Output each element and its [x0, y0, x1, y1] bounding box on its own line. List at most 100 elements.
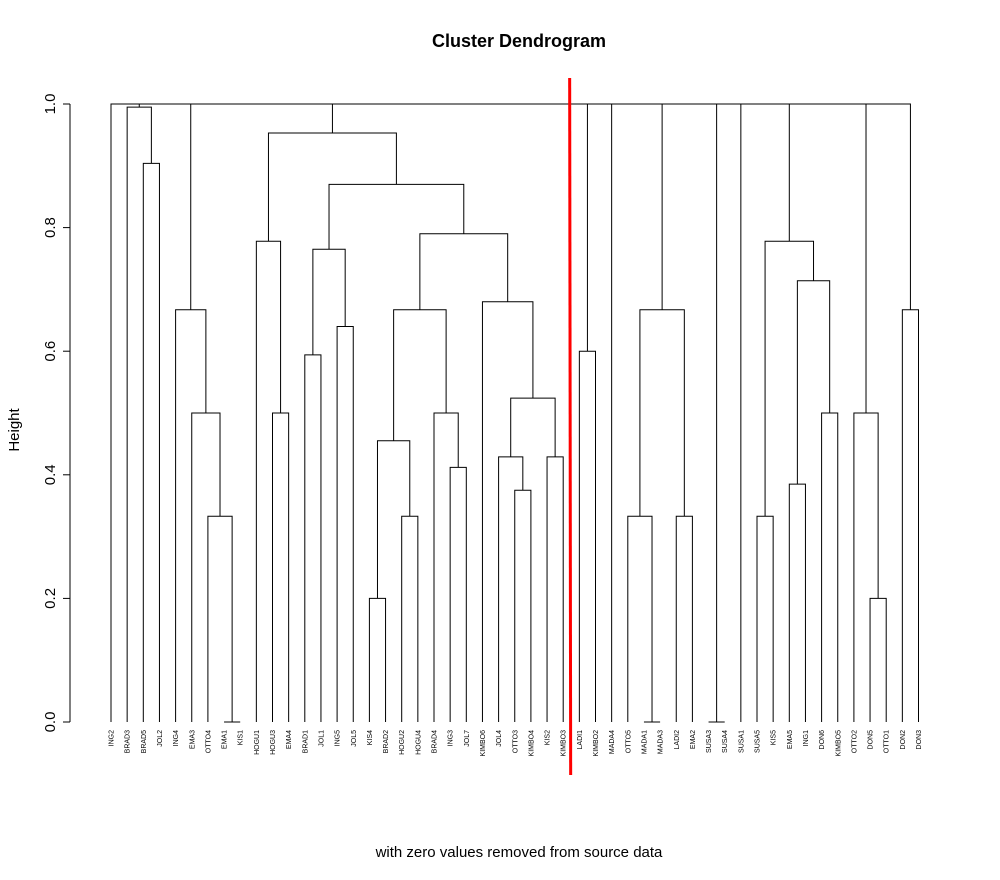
leaf-label: ING3	[448, 730, 455, 746]
dendrogram-link	[764, 240, 815, 517]
leaf-label: BRAD4	[432, 730, 439, 753]
dendrogram-link	[901, 309, 919, 722]
y-tick-label: 0.0	[42, 712, 59, 733]
leaf-label: OTTO1	[884, 730, 891, 753]
leaf-label: JOL4	[496, 730, 503, 747]
dendrogram-link	[788, 483, 806, 722]
dendrogram-link	[267, 132, 397, 242]
dendrogram-link	[157, 103, 333, 134]
dendrogram-link	[272, 412, 290, 722]
leaf-label: SUSA3	[706, 730, 713, 753]
dendrogram-link	[756, 515, 774, 722]
leaf-label: ING1	[803, 730, 810, 746]
leaf-label: KIMBO2	[593, 730, 600, 757]
leaf-label: KIS1	[238, 730, 245, 745]
leaf-label: EMA3	[189, 730, 196, 749]
dendrogram-link	[853, 412, 879, 722]
leaf-label: SUSA4	[722, 730, 729, 753]
leaf-label: KIMBO5	[835, 730, 842, 757]
dendrogram-link	[639, 309, 685, 517]
chart-title: Cluster Dendrogram	[432, 31, 606, 51]
leaf-label: JOL5	[351, 730, 358, 747]
dendrogram-link	[304, 354, 322, 722]
dendrogram-link	[513, 103, 663, 310]
leaf-label: ING2	[109, 730, 116, 746]
leaf-label: BRAD3	[125, 730, 132, 753]
dendrogram-link	[110, 103, 140, 722]
leaf-label: EMA2	[690, 730, 697, 749]
leaf-label: EMA5	[787, 730, 794, 749]
dendrogram-link	[865, 103, 911, 413]
y-tick-label: 0.4	[42, 464, 59, 485]
dendrogram-link	[207, 515, 233, 722]
dendrogram-link	[433, 412, 459, 722]
leaf-label: BRAD5	[141, 730, 148, 753]
y-tick-label: 0.6	[42, 341, 59, 362]
dendrogram-link	[696, 103, 790, 242]
dendrogram-link	[514, 489, 532, 722]
leaf-label: MADA4	[609, 730, 616, 754]
dendrogram-link	[328, 183, 465, 250]
leaf-label: JOL7	[464, 730, 471, 747]
leaf-label: LADI1	[577, 730, 584, 750]
leaf-label: KIMBO4	[528, 730, 535, 757]
leaf-label: SUSA1	[738, 730, 745, 753]
leaf-label: LADI2	[674, 730, 681, 750]
leaf-label: OTTO3	[512, 730, 519, 753]
dendrogram-link	[368, 597, 387, 722]
leaf-label: DON3	[916, 730, 923, 750]
y-axis-label: Height	[6, 407, 23, 451]
leaf-label: KIS4	[367, 730, 374, 745]
cut-line-layer	[568, 77, 573, 776]
dendrogram-link	[125, 103, 192, 310]
leaf-label: ING5	[335, 730, 342, 746]
dendrogram-link	[821, 412, 839, 722]
leaf-label: HOGU2	[399, 730, 406, 755]
leaf-label: ING4	[173, 730, 180, 746]
leaf-label: DON2	[900, 730, 907, 750]
dendrogram-link	[627, 515, 653, 722]
leaf-label: KIMBO6	[480, 730, 487, 757]
leaf-label: KIMBO3	[561, 730, 568, 757]
dendrogram-link	[401, 515, 419, 722]
dendrogram-link	[578, 350, 596, 722]
dendrogram-link	[191, 412, 221, 722]
leaf-label: EMA1	[222, 730, 229, 749]
dendrogram-link	[142, 162, 160, 722]
y-axis: 0.0 0.2 0.4 0.6 0.8 1.0	[42, 94, 71, 733]
dendrogram-link	[245, 103, 588, 352]
y-tick-label: 0.2	[42, 588, 59, 609]
leaf-label: JOL2	[157, 730, 164, 747]
y-tick-label: 0.8	[42, 217, 59, 238]
dendrogram-link	[510, 397, 556, 457]
dendrogram-link	[546, 456, 564, 722]
dendrogram-link	[675, 515, 693, 722]
leaf-label: KIS2	[545, 730, 552, 745]
leaf-label: HOGU3	[270, 730, 277, 755]
dendrogram-link	[255, 240, 282, 722]
leaf-label: DON6	[819, 730, 826, 750]
cut-line	[568, 77, 573, 776]
leaf-label: EMA4	[286, 730, 293, 749]
leaf-label: MADA1	[641, 730, 648, 754]
leaf-label: KIS5	[771, 730, 778, 745]
dendrogram-link	[652, 103, 742, 722]
leaf-label: OTTO2	[851, 730, 858, 753]
leaf-label: MADA3	[658, 730, 665, 754]
dendrogram-link	[126, 106, 152, 722]
leaf-label: SUSA5	[755, 730, 762, 753]
dendrogram-link	[449, 466, 467, 722]
dendrogram-link	[376, 440, 411, 599]
dendrogram-link	[393, 309, 447, 441]
dendrogram-link	[481, 301, 534, 722]
leaf-label: HOGU1	[254, 730, 261, 755]
dendrogram-link	[419, 233, 509, 310]
chart-subtitle: with zero values removed from source dat…	[375, 844, 663, 861]
dendrogram-link	[312, 248, 346, 355]
dendrogram-tree	[110, 103, 919, 723]
dendrogram-link	[498, 456, 524, 722]
leaf-label: OTTO4	[205, 730, 212, 753]
leaf-label: OTTO5	[625, 730, 632, 753]
dendrogram-link	[175, 309, 207, 722]
